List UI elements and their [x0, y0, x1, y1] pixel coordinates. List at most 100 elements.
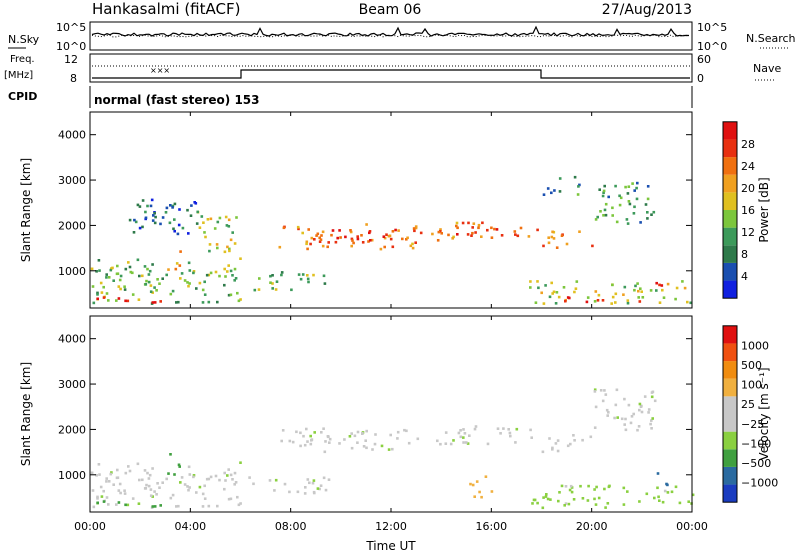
echo-cell-band-3: [313, 491, 316, 495]
echo-cell-band-7: [278, 245, 282, 249]
echo-cell-band-3: [327, 478, 331, 481]
echo-cell-band-3: [296, 490, 300, 494]
echo-cell-band-12: [618, 203, 622, 207]
echo-cell-band-9: [519, 226, 523, 230]
echo-cell-band-5: [161, 216, 165, 219]
y-tick-label: 2000: [58, 219, 86, 232]
echo-cell-band-0: [158, 486, 161, 489]
echo-cell-band-7: [406, 236, 409, 240]
echo-cell-band-7: [350, 237, 354, 241]
echo-cell-band-0: [177, 504, 180, 508]
echo-cell-band-14: [675, 286, 679, 290]
power-y-axis: 1000 2000 3000 4000: [58, 129, 692, 278]
power-colorbar-segment: [723, 139, 737, 158]
echo-cell-band-8: [356, 237, 360, 241]
echo-cell-band-5: [171, 206, 174, 209]
echo-cell-band-9: [471, 231, 474, 235]
echo-cell-band-3: [306, 478, 310, 481]
x-tick-label: 12:00: [375, 520, 407, 533]
x-tick-label: 00:00: [74, 520, 106, 533]
echo-cell-band-4: [235, 216, 238, 219]
echo-cell-band-5: [508, 431, 512, 435]
echo-cell-band-14: [597, 293, 601, 297]
nsky-trace: [91, 25, 690, 37]
echo-cell-band-8: [318, 240, 322, 243]
echo-cell-band-9: [455, 221, 459, 225]
echo-cell-band-14: [540, 291, 543, 295]
echo-cell-band-0: [239, 461, 242, 464]
echo-cell-band-8: [606, 502, 610, 505]
echo-cell-band-8: [626, 490, 629, 493]
echo-cell-band-3: [318, 487, 321, 491]
echo-cell-band-6: [589, 435, 593, 439]
echo-cell-band-0: [105, 273, 108, 276]
echo-cell-band-12: [603, 208, 607, 212]
echo-cell-band-0: [237, 299, 241, 303]
echo-cell-band-0: [203, 484, 206, 488]
echo-cell-band-4: [380, 444, 384, 448]
nave-tick-low: 0: [697, 72, 704, 85]
echo-cell-band-7: [411, 242, 414, 246]
echo-cell-band-14: [623, 285, 627, 289]
echo-cell-band-7: [651, 417, 654, 420]
echo-cell-band-0: [90, 267, 94, 271]
echo-cell-band-8: [361, 241, 365, 244]
echo-cell-band-14: [574, 287, 578, 290]
echo-cell-band-8: [586, 499, 590, 502]
echo-cell-band-0: [109, 268, 113, 272]
echo-cell-band-7: [650, 427, 653, 430]
echo-cell-band-0: [147, 280, 151, 284]
echo-cell-band-8: [401, 237, 404, 241]
echo-cell-band-10: [493, 227, 496, 231]
echo-cell-band-14: [626, 301, 630, 305]
echo-cell-band-3: [175, 262, 179, 265]
echo-cell-band-0: [227, 468, 230, 471]
echo-cell-band-3: [303, 492, 307, 495]
echo-cell-band-7: [330, 233, 333, 237]
echo-cell-band-0: [143, 265, 147, 268]
velocity-colorbar-frame: [722, 325, 738, 503]
x-tick-label: 08:00: [275, 520, 307, 533]
echo-cell-band-15: [601, 299, 605, 302]
echo-cell-band-0: [186, 281, 189, 284]
echo-cell-band-7: [326, 245, 329, 249]
echo-cell-band-11: [555, 246, 559, 249]
echo-cell-band-5: [452, 439, 455, 442]
echo-cell-band-8: [564, 502, 568, 505]
echo-cell-band-0: [226, 474, 229, 477]
echo-cell-band-7: [637, 425, 641, 428]
echo-cell-band-6: [258, 277, 261, 280]
echo-cell-band-14: [536, 280, 539, 283]
echo-cell-band-9: [490, 490, 494, 493]
echo-cell-band-5: [462, 441, 465, 444]
echo-cell-band-7: [282, 226, 286, 230]
echo-cell-band-0: [161, 481, 164, 484]
echo-cell-band-13: [577, 185, 580, 188]
echo-cell-band-0: [153, 490, 156, 493]
echo-cell-band-0: [116, 264, 119, 268]
power-colorbar-label: Power [dB]: [757, 177, 771, 242]
echo-cell-band-0: [223, 283, 226, 287]
echo-cell-band-0: [239, 298, 242, 301]
echo-cell-band-3: [268, 479, 272, 482]
echo-cell-band-5: [496, 427, 500, 430]
power-colorbar-segment: [723, 174, 737, 193]
velocity-colorbar-segment: [723, 449, 737, 467]
echo-cell-band-7: [379, 247, 383, 251]
velocity-colorbar-segment: [723, 431, 737, 450]
echo-cell-band-7: [310, 236, 314, 240]
velocity-colorbar-label: Velocity [m s⁻¹]: [757, 367, 771, 460]
time-axis: 00:00 04:00 08:00 12:00 16:00 20:00 00:00: [74, 112, 708, 533]
echo-cell-band-1: [102, 296, 106, 299]
echo-cell-band-10: [495, 228, 499, 231]
echo-cell-band-5: [132, 231, 136, 234]
echo-cell-band-0: [90, 471, 94, 475]
echo-cell-band-7: [605, 408, 609, 412]
echo-cell-band-4: [226, 245, 229, 249]
echo-cell-band-14: [586, 296, 590, 299]
echo-cell-band-0: [187, 261, 191, 265]
echo-cell-band-8: [336, 236, 339, 240]
echo-cell-band-7: [321, 244, 325, 248]
echo-cell-band-12: [594, 218, 598, 221]
echo-cell-band-3: [322, 476, 326, 480]
